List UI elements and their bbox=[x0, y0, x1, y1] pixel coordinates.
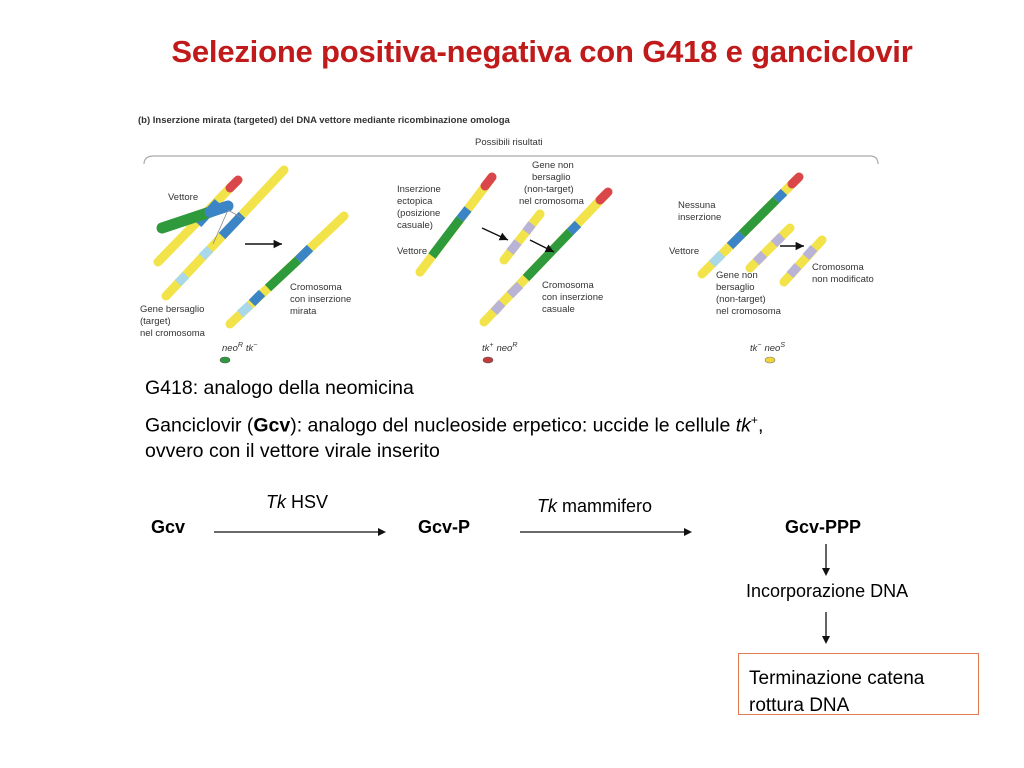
panel2-genotype: tk+ neoR bbox=[482, 342, 517, 354]
panel1-result-label: Cromosoma con inserzione mirata bbox=[290, 282, 354, 317]
desc-line-1: G418: analogo della neomicina bbox=[145, 377, 414, 399]
result-line-2: rottura DNA bbox=[749, 695, 850, 716]
outcomes-bracket bbox=[143, 155, 879, 165]
enzyme-tk-mammal: Tk mammifero bbox=[537, 496, 653, 516]
panel1-cell bbox=[219, 356, 231, 364]
panel2-cell bbox=[482, 356, 494, 364]
node-gcv: Gcv bbox=[151, 517, 186, 537]
arrow-down-2 bbox=[822, 612, 830, 644]
panel2-insertion-label: Inserzione ectopica (posizione casuale) bbox=[397, 184, 443, 231]
panel2-result-label: Cromosoma con inserzione casuale bbox=[542, 280, 606, 315]
panel3-genotype: tk− neoS bbox=[750, 342, 785, 354]
panel2-chromosomes bbox=[415, 172, 613, 327]
node-gcv-p: Gcv-P bbox=[418, 517, 471, 537]
arrow-gcvp-to-gcvppp bbox=[520, 528, 692, 536]
arrow-down-1 bbox=[822, 544, 830, 576]
panel1-genotype: neoR tk− bbox=[222, 342, 257, 354]
panel-label: (b) Inserzione mirata (targeted) del DNA… bbox=[138, 115, 511, 126]
panel1-chromosomes bbox=[153, 165, 349, 329]
panel3-vector-label: Vettore bbox=[669, 246, 699, 257]
arrow-gcv-to-gcvp bbox=[214, 528, 386, 536]
panel3-no-insertion-label: Nessuna inserzione bbox=[678, 200, 721, 223]
step-incorporazione: Incorporazione DNA bbox=[746, 581, 909, 601]
desc-line-2: Ganciclovir (Gcv): analogo del nucleosid… bbox=[145, 413, 764, 437]
result-box: Terminazione catena rottura DNA bbox=[738, 653, 979, 716]
panel3-result-label: Cromosoma non modificato bbox=[812, 262, 874, 285]
targeting-figure: (b) Inserzione mirata (targeted) del DNA… bbox=[138, 115, 879, 364]
node-gcv-ppp: Gcv-PPP bbox=[785, 517, 862, 537]
enzyme-tk-hsv: Tk HSV bbox=[266, 492, 329, 512]
panel2-nontarget-label: Gene non bersaglio (non-target) nel crom… bbox=[519, 160, 585, 207]
panel3-chromosomes bbox=[697, 172, 827, 287]
panel2-vector-label: Vettore bbox=[397, 246, 427, 257]
panel1-vector-label: Vettore bbox=[168, 192, 198, 203]
panel1-target-label: Gene bersaglio (target) nel cromosoma bbox=[140, 304, 207, 339]
desc-line-3: ovvero con il vettore virale inserito bbox=[145, 440, 440, 462]
panel3-nontarget-label: Gene non bersaglio (non-target) nel crom… bbox=[716, 270, 782, 317]
result-line-1: Terminazione catena bbox=[749, 668, 925, 689]
outcomes-header: Possibili risultati bbox=[475, 137, 543, 148]
slide-title: Selezione positiva-negativa con G418 e g… bbox=[171, 34, 913, 69]
panel3-cell bbox=[764, 356, 776, 364]
